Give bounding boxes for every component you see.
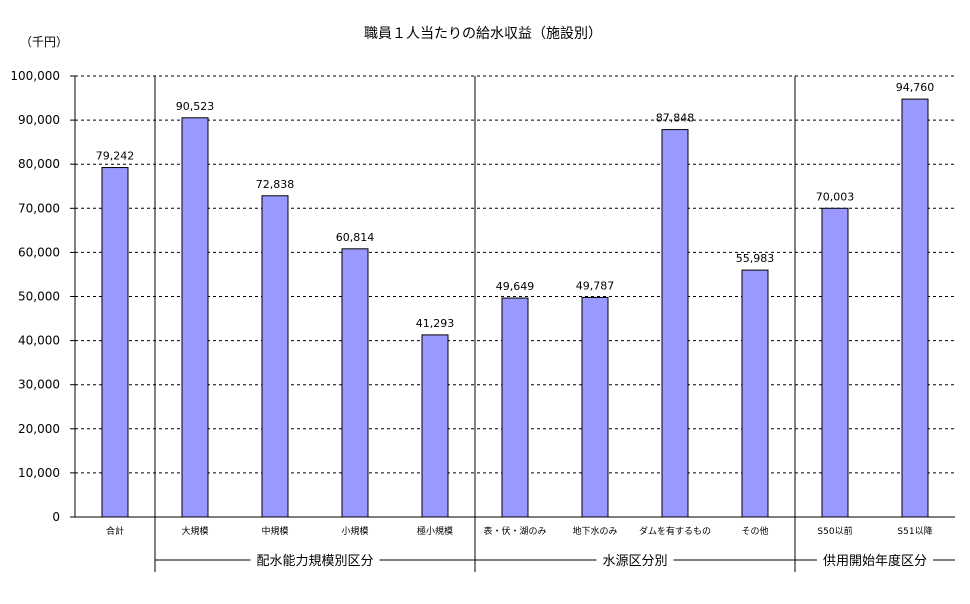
x-tick-label: S50以前 [817, 525, 852, 537]
y-tick-label: 70,000 [18, 201, 60, 215]
group-dividers [154, 76, 796, 572]
x-tick-label: 大規模 [181, 525, 208, 537]
data-label: 94,760 [896, 81, 935, 94]
y-tick-label: 90,000 [18, 113, 60, 127]
y-tick-label: 100,000 [10, 69, 60, 83]
data-label: 49,649 [496, 280, 535, 293]
category-group-label: 供用開始年度区分 [823, 553, 927, 569]
x-tick-label: 表・伏・湖のみ [483, 525, 546, 537]
category-group-label: 配水能力規模別区分 [256, 554, 373, 569]
x-tick-label: 中規模 [261, 525, 288, 537]
y-tick-label: 20,000 [18, 422, 60, 436]
bar [501, 297, 529, 518]
y-tick-labels: 0 10,000 20,000 30,000 40,000 50,000 60,000 70,… [10, 69, 60, 524]
category-group-label: 水源区分別 [602, 554, 667, 569]
bar [101, 167, 129, 518]
x-tick-label: 合計 [106, 525, 124, 537]
y-tick-label: 50,000 [18, 290, 60, 304]
y-axis-unit-label: （千円） [20, 35, 68, 49]
x-tick-label: S51以降 [897, 525, 932, 537]
bar [341, 248, 369, 518]
data-label: 60,814 [336, 231, 375, 244]
x-tick-label: その他 [741, 525, 768, 537]
bar [821, 207, 849, 518]
y-tick-label: 0 [52, 510, 60, 524]
category-groups: 配水能力規模別区分 水源区分別 供用開始年度区分 [155, 553, 955, 569]
data-label: 72,838 [256, 178, 295, 191]
data-label: 70,003 [816, 190, 855, 203]
x-tick-label: ダムを有するもの [639, 525, 711, 537]
x-tick-label: 小規模 [341, 526, 368, 537]
bar [901, 98, 929, 518]
x-tick-label: 地下水のみ [572, 525, 617, 537]
bars [101, 98, 929, 518]
y-tick-label: 80,000 [18, 157, 60, 171]
bar [421, 334, 449, 518]
data-label: 41,293 [416, 317, 455, 330]
y-tick-label: 10,000 [18, 466, 60, 480]
axes [74, 76, 955, 518]
value-labels: 79,242 90,523 72,838 60,814 41,293 49,649 49,7… [96, 81, 935, 330]
data-label: 55,983 [736, 252, 775, 265]
x-tick-labels: 合計 大規模 中規模 小規模 極小規模 表・伏・湖のみ 地下水のみ ダムを有するもの その他 S5… [106, 525, 933, 537]
chart-title: 職員１人当たりの給水収益（施設別） [364, 26, 602, 42]
bar [581, 296, 609, 518]
y-tick-label: 30,000 [18, 378, 60, 392]
y-tick-label: 60,000 [18, 245, 60, 259]
data-label: 79,242 [96, 150, 135, 163]
bar [741, 269, 769, 518]
bar [661, 129, 689, 518]
data-label: 49,787 [576, 279, 615, 292]
data-label: 87,848 [656, 112, 695, 125]
x-tick-label: 極小規模 [417, 525, 453, 537]
y-tick-label: 40,000 [18, 334, 60, 348]
bar [181, 117, 209, 518]
bar [261, 195, 289, 518]
data-label: 90,523 [176, 100, 215, 113]
